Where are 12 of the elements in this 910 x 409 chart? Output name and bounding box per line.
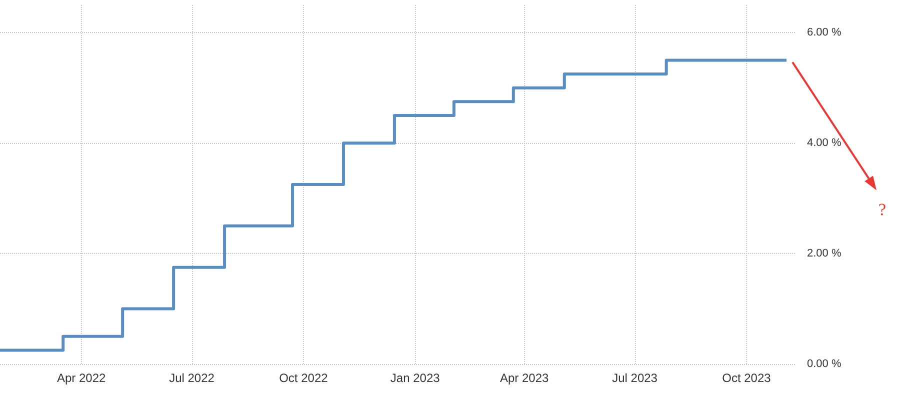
y-tick-label: 4.00 % [807,137,842,150]
x-tick-label: Jul 2023 [612,371,658,385]
y-tick-label: 2.00 % [807,248,842,260]
x-tick-label: Jan 2023 [390,371,440,385]
x-tick-label: Apr 2023 [500,371,550,385]
y-tick-label: 6.00 % [807,26,842,39]
x-tick-label: Oct 2023 [722,371,772,385]
y-tick-label: 0.00 % [807,358,842,370]
x-tick-label: Oct 2022 [279,371,328,385]
x-tick-label: Apr 2022 [56,371,106,385]
x-tick-label: Jul 2022 [169,371,215,385]
text: ? [878,200,886,220]
